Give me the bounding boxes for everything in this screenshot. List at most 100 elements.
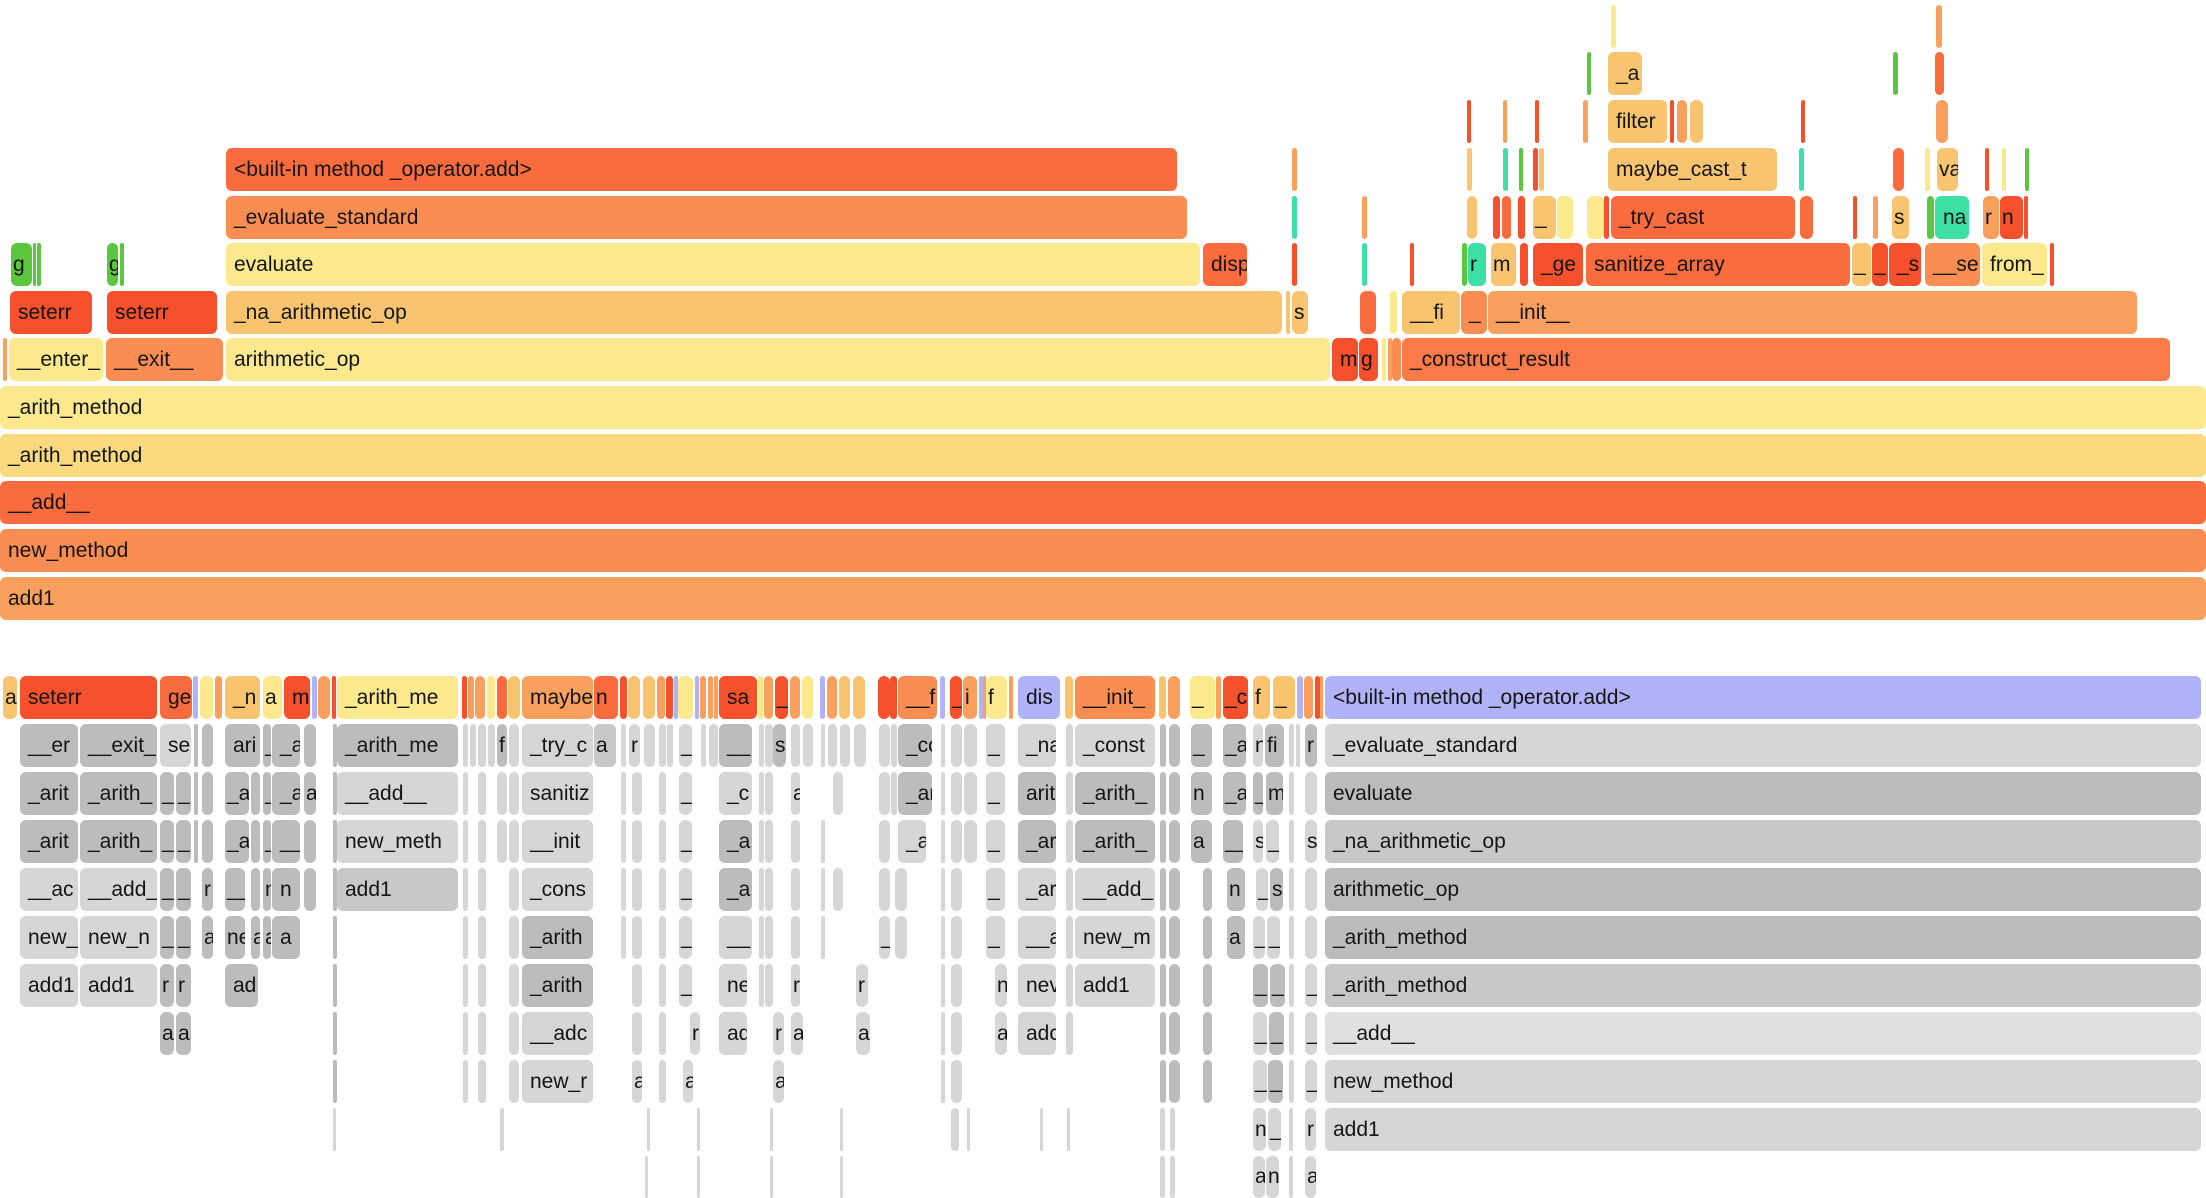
flame-frame[interactable] xyxy=(951,772,962,815)
flame-frame-n[interactable]: n xyxy=(995,964,1007,1007)
flame-frame[interactable] xyxy=(1362,196,1367,239)
flame-frame[interactable] xyxy=(820,676,825,719)
flame-frame[interactable] xyxy=(821,724,825,767)
flame-frame[interactable] xyxy=(1286,291,1290,334)
flame-frame-_arit[interactable]: _arit xyxy=(20,772,78,815)
flame-frame-r[interactable]: r xyxy=(1305,724,1317,767)
flame-frame[interactable] xyxy=(1304,676,1313,719)
flame-frame-_[interactable]: _ xyxy=(1268,1108,1281,1151)
flame-frame-_cc[interactable]: _cc xyxy=(898,724,932,767)
flame-frame-_[interactable]: _ xyxy=(160,772,174,815)
flame-frame-_[interactable]: _ xyxy=(679,820,692,863)
flame-frame-_construct_result[interactable]: _construct_result xyxy=(1402,338,2170,381)
flame-frame[interactable] xyxy=(1320,676,1323,719)
flame-frame-n[interactable]: n xyxy=(1227,868,1245,911)
flame-frame-_[interactable]: _ xyxy=(1270,964,1285,1007)
flame-frame[interactable] xyxy=(1388,338,1392,381)
flame-frame[interactable] xyxy=(1677,100,1687,143)
flame-frame-ad[interactable]: ad xyxy=(225,964,258,1007)
flame-frame[interactable] xyxy=(463,820,468,863)
flame-frame[interactable] xyxy=(1289,868,1294,911)
flame-frame-_[interactable]: _ xyxy=(263,820,271,863)
flame-frame[interactable] xyxy=(1067,1108,1070,1151)
flame-frame-_arith_me[interactable]: _arith_me xyxy=(337,676,458,719)
flame-frame-new_m[interactable]: new_m xyxy=(1075,916,1155,959)
flame-frame-_[interactable]: _ xyxy=(679,916,692,959)
flame-frame-_[interactable]: _ xyxy=(679,868,692,911)
flame-frame-_const[interactable]: _const xyxy=(1075,724,1155,767)
flame-frame[interactable] xyxy=(765,820,773,863)
flame-frame[interactable] xyxy=(941,916,945,959)
flame-frame[interactable] xyxy=(1296,724,1300,767)
flame-frame-dis[interactable]: dis xyxy=(1018,676,1060,719)
flame-frame[interactable] xyxy=(803,724,813,767)
flame-frame[interactable] xyxy=(697,1156,700,1198)
flame-frame-__se[interactable]: __se xyxy=(1925,243,1980,286)
flame-frame-_[interactable]: _ xyxy=(1305,964,1317,1007)
flame-frame[interactable] xyxy=(632,772,642,815)
flame-frame[interactable] xyxy=(194,820,198,863)
flame-frame[interactable] xyxy=(318,676,330,719)
flame-frame[interactable] xyxy=(120,243,124,286)
flame-frame-_[interactable]: _ xyxy=(679,964,692,1007)
flame-frame[interactable] xyxy=(770,1156,773,1198)
flame-frame[interactable] xyxy=(202,724,213,767)
flame-frame[interactable] xyxy=(333,724,337,767)
flame-frame[interactable] xyxy=(964,724,977,767)
flame-frame-_arith_method[interactable]: _arith_method xyxy=(1325,964,2201,1007)
flame-frame-_[interactable]: _ xyxy=(263,724,271,767)
flame-frame-ari[interactable]: ari xyxy=(225,724,260,767)
flame-frame-_cons[interactable]: _cons xyxy=(522,868,593,911)
flame-frame[interactable] xyxy=(478,820,486,863)
flame-frame[interactable] xyxy=(697,1108,700,1151)
flame-frame[interactable] xyxy=(853,676,865,719)
flame-frame[interactable] xyxy=(657,676,665,719)
flame-frame-_[interactable]: _ xyxy=(1305,1012,1317,1055)
flame-frame-f[interactable]: f xyxy=(1253,676,1270,719)
flame-frame-nev[interactable]: nev xyxy=(1018,964,1056,1007)
flame-frame-_c[interactable]: _c xyxy=(719,772,752,815)
flame-frame[interactable] xyxy=(1518,196,1525,239)
flame-frame-r[interactable]: r xyxy=(856,964,868,1007)
flame-frame-_arith_[interactable]: _arith_ xyxy=(1075,772,1155,815)
flame-frame[interactable] xyxy=(632,868,642,911)
flame-frame[interactable] xyxy=(879,724,890,767)
flame-frame[interactable] xyxy=(1410,243,1414,286)
flame-frame-arithmetic_op[interactable]: arithmetic_op xyxy=(226,338,1330,381)
flame-frame-_[interactable]: _ xyxy=(1461,291,1487,334)
flame-frame-n[interactable]: n xyxy=(594,676,618,719)
flame-frame[interactable] xyxy=(1305,868,1317,911)
flame-frame-__add__[interactable]: __add__ xyxy=(0,481,2206,524)
flame-frame-n[interactable]: n xyxy=(1191,772,1212,815)
flame-frame[interactable] xyxy=(1289,1108,1293,1151)
flame-frame-__fi[interactable]: __fi xyxy=(1402,291,1460,334)
flame-frame[interactable] xyxy=(1159,676,1166,719)
flame-frame[interactable] xyxy=(509,724,519,767)
flame-frame[interactable] xyxy=(333,772,337,815)
flame-frame-new_method[interactable]: new_method xyxy=(0,529,2206,572)
flame-frame[interactable] xyxy=(333,1060,337,1103)
flame-frame[interactable] xyxy=(1305,916,1317,959)
flame-frame-_a[interactable]: _a xyxy=(719,868,752,911)
flame-frame[interactable] xyxy=(1670,100,1674,143)
flame-frame[interactable] xyxy=(632,916,642,959)
flame-frame[interactable] xyxy=(678,676,693,719)
flame-frame[interactable] xyxy=(1503,148,1508,191)
flame-frame-_ge[interactable]: _ge xyxy=(1533,243,1583,286)
flame-frame-se[interactable]: se xyxy=(160,724,191,767)
flame-frame[interactable] xyxy=(821,916,825,959)
flame-frame-_[interactable]: _ xyxy=(176,772,191,815)
flame-frame[interactable] xyxy=(1587,52,1591,95)
flame-frame[interactable] xyxy=(202,772,213,815)
flame-frame-g[interactable]: g xyxy=(107,243,118,286)
flame-frame-new_meth[interactable]: new_meth xyxy=(337,820,458,863)
flame-frame[interactable] xyxy=(659,868,666,911)
flame-frame[interactable] xyxy=(468,676,474,719)
flame-frame[interactable] xyxy=(1289,724,1294,767)
flame-frame-s[interactable]: s xyxy=(1305,820,1317,863)
flame-frame[interactable] xyxy=(628,676,640,719)
flame-frame[interactable] xyxy=(758,676,763,719)
flame-frame[interactable] xyxy=(828,724,837,767)
flame-frame[interactable] xyxy=(1203,868,1212,911)
flame-frame[interactable] xyxy=(1289,916,1294,959)
